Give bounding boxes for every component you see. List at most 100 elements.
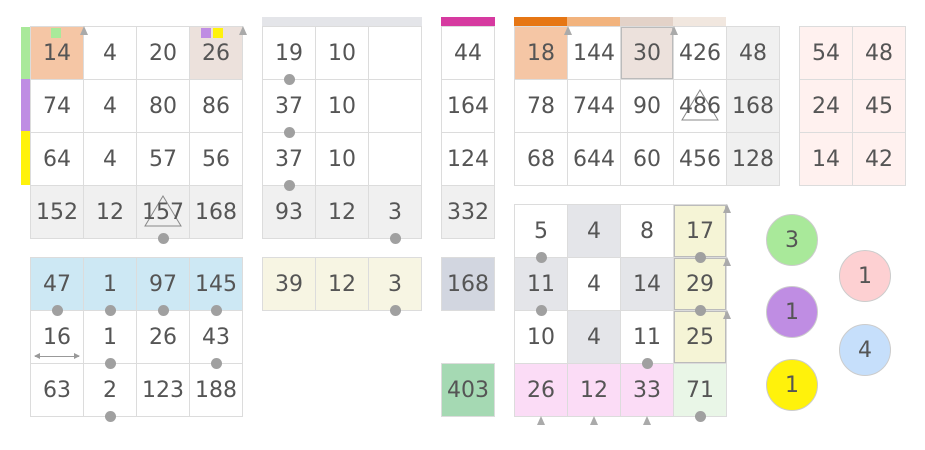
grid-b-cell[interactable]: 10 [316, 80, 369, 133]
grid-a-cell[interactable]: 57 [137, 133, 190, 186]
grid-b-cell[interactable] [369, 80, 422, 133]
grid-b-cell[interactable]: 3 [369, 186, 422, 244]
grid-f-cell[interactable]: 1 [84, 311, 137, 369]
grid-i-cell[interactable]: 4 [568, 311, 621, 364]
circle-token-pink[interactable]: 1 [839, 250, 891, 302]
corner-triangle-icon [723, 310, 731, 319]
grid-a-cell[interactable]: 157 [137, 186, 190, 244]
grid-a-cell[interactable]: 168 [190, 186, 243, 239]
grid-i-cell[interactable]: 11 [621, 311, 674, 369]
dot-icon [390, 305, 401, 316]
circle-token-blue[interactable]: 4 [839, 324, 891, 376]
grid-b-cell[interactable] [369, 27, 422, 80]
grid-b-cell[interactable]: 10 [316, 27, 369, 80]
grid-f-cell[interactable]: 26 [137, 311, 190, 364]
grid-i-cell[interactable]: 26 [515, 364, 568, 425]
grid-g-cell[interactable]: 12 [316, 258, 369, 311]
grid-f-cell[interactable]: 43 [190, 311, 243, 369]
grid-a-cell[interactable]: 64 [31, 133, 84, 186]
grid-d-cell[interactable]: 48 [727, 27, 780, 80]
grid-d-cell[interactable]: 90 [621, 80, 674, 133]
grid-i-cell[interactable]: 25 [674, 310, 731, 364]
grid-i-cell[interactable]: 17 [674, 204, 731, 263]
circle-token-green[interactable]: 3 [766, 214, 818, 266]
grid-i-cell[interactable]: 33 [621, 364, 674, 425]
grid-i-cell[interactable]: 5 [515, 205, 568, 263]
grid-i-cell[interactable]: 14 [621, 258, 674, 311]
cell-value: 42 [865, 146, 893, 172]
grid-g-cell[interactable]: 39 [263, 258, 316, 311]
grid-d-cell[interactable]: 486 [674, 80, 727, 133]
grid-i-cell[interactable]: 11 [515, 258, 568, 316]
grid-e-cell[interactable]: 24 [800, 80, 853, 133]
grid-b-cell[interactable] [369, 133, 422, 186]
dot-icon [105, 358, 116, 369]
grid-b-cell[interactable]: 12 [316, 186, 369, 239]
grid-h-cell[interactable]: 168 [442, 258, 495, 311]
grid-a-cell[interactable]: 152 [31, 186, 84, 239]
grid-b-cell[interactable]: 10 [316, 133, 369, 186]
cell-value: 3 [388, 199, 402, 225]
grid-e-cell[interactable]: 48 [853, 27, 906, 80]
grid-e-cell[interactable]: 54 [800, 27, 853, 80]
grid-b-cell[interactable]: 93 [263, 186, 316, 239]
grid-a-cell[interactable]: 80 [137, 80, 190, 133]
grid-c-cell[interactable]: 44 [442, 27, 495, 80]
grid-b-cell[interactable]: 37 [263, 80, 316, 138]
grid-i-cell[interactable]: 8 [621, 205, 674, 258]
grid-i-cell[interactable]: 29 [674, 257, 731, 316]
grid-d-cell[interactable]: 744 [568, 80, 621, 133]
grid-c-cell[interactable]: 332 [442, 186, 495, 239]
grid-d-cell[interactable]: 128 [727, 133, 780, 186]
grid-a-cell[interactable]: 26 [190, 26, 247, 80]
grid-d-cell[interactable]: 78 [515, 80, 568, 133]
grid-g-cell[interactable]: 3 [369, 258, 422, 316]
grid-d-cell[interactable]: 144 [568, 27, 621, 80]
grid-d-cell[interactable]: 30 [621, 26, 678, 80]
grid-j-cell[interactable]: 403 [442, 364, 495, 417]
grid-a-cell[interactable]: 74 [31, 80, 84, 133]
grid-c-cell[interactable]: 124 [442, 133, 495, 186]
grid-e-cell[interactable]: 14 [800, 133, 853, 186]
grid-f-cell[interactable]: 47 [31, 258, 84, 316]
grid-a-cell[interactable]: 14 [31, 26, 88, 80]
grid-i-cell[interactable]: 4 [568, 205, 621, 258]
grid-d-cell[interactable]: 426 [674, 27, 727, 80]
grid-d-cell[interactable]: 644 [568, 133, 621, 186]
grid-a-cell[interactable]: 12 [84, 186, 137, 239]
grid-a-cell[interactable]: 4 [84, 80, 137, 133]
grid-a-cell[interactable]: 4 [84, 133, 137, 186]
grid-e-cell[interactable]: 45 [853, 80, 906, 133]
circle-token-yellow[interactable]: 1 [766, 359, 818, 411]
grid-b-cell[interactable]: 37 [263, 133, 316, 191]
grid-f-cell[interactable]: 16 [31, 311, 84, 364]
grid-c-cell[interactable]: 164 [442, 80, 495, 133]
grid-a-cell[interactable]: 56 [190, 133, 243, 186]
grid-a-cell[interactable]: 20 [137, 27, 190, 80]
grid-d-cell[interactable]: 18 [515, 26, 572, 80]
grid-d-cell[interactable]: 168 [727, 80, 780, 133]
grid-f-cell[interactable]: 145 [190, 258, 243, 316]
grid-a-cell[interactable]: 86 [190, 80, 243, 133]
grid-f-cell[interactable]: 97 [137, 258, 190, 316]
grid-i-cell[interactable]: 4 [568, 258, 621, 311]
circle-token-purple[interactable]: 1 [766, 286, 818, 338]
grid-f-cell[interactable]: 63 [31, 364, 84, 417]
grid-a-cell[interactable]: 4 [84, 27, 137, 80]
grid-d-cell[interactable]: 68 [515, 133, 568, 186]
grid-e-cell[interactable]: 42 [853, 133, 906, 186]
cell-value: 486 [679, 93, 721, 119]
grid-d-cell[interactable]: 456 [674, 133, 727, 186]
grid-c: 44 164 124 332 [441, 26, 495, 239]
grid-f-cell[interactable]: 123 [137, 364, 190, 417]
grid-b-cell[interactable]: 19 [263, 27, 316, 85]
grid-f-cell[interactable]: 188 [190, 364, 243, 417]
grid-d-cell[interactable]: 60 [621, 133, 674, 186]
grid-i-cell[interactable]: 71 [674, 364, 727, 422]
grid-f-cell[interactable]: 1 [84, 258, 137, 316]
grid-i-cell[interactable]: 10 [515, 311, 568, 364]
grid-f-cell[interactable]: 2 [84, 364, 137, 422]
grid-i-cell[interactable]: 12 [568, 364, 621, 425]
dot-icon [284, 74, 295, 85]
cell-value: 3 [388, 271, 402, 297]
